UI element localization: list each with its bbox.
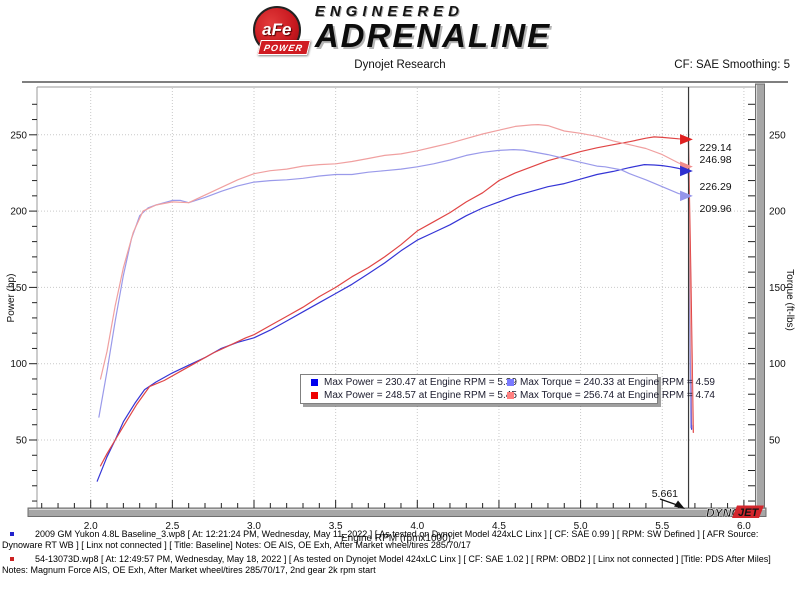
afe-logo-badge: aFe POWER bbox=[249, 4, 311, 56]
x-tick-label: 4.5 bbox=[492, 521, 506, 532]
run-bullet-icon bbox=[10, 557, 14, 561]
run-info-entry: 2009 GM Yukon 4.8L Baseline_3.wp8 [ At: … bbox=[0, 528, 800, 553]
run-bullet-icon bbox=[10, 532, 14, 536]
cursor-marker-power_modified bbox=[680, 134, 693, 145]
legend-item-power_baseline: Max Power = 230.47 at Engine RPM = 5.39 bbox=[311, 376, 517, 389]
x-tick-label: 4.0 bbox=[410, 521, 424, 532]
y-tick-label-left: 100 bbox=[10, 359, 27, 370]
left-axis-title: Power (hp) bbox=[6, 274, 17, 323]
x-tick-label: 6.0 bbox=[737, 521, 751, 532]
legend-swatch-icon bbox=[507, 379, 514, 386]
logo-adrenaline-text: ADRENALINE bbox=[314, 17, 552, 54]
legend-item-power_modified: Max Power = 248.57 at Engine RPM = 5.45 bbox=[311, 389, 517, 402]
smoothing-setting: CF: SAE Smoothing: 5 bbox=[674, 59, 790, 71]
legend-label: Max Torque = 240.33 at Engine RPM = 4.59 bbox=[520, 377, 715, 388]
y-tick-label-left: 200 bbox=[10, 207, 27, 218]
y-tick-label-left: 250 bbox=[10, 130, 27, 141]
logo-engineered-text: ENGINEERED bbox=[314, 3, 465, 20]
y-tick-label-left: 50 bbox=[16, 436, 28, 447]
x-tick-label: 3.5 bbox=[329, 521, 343, 532]
legend-item-torque_baseline: Max Torque = 240.33 at Engine RPM = 4.59 bbox=[507, 376, 715, 389]
cursor-position-label: 5.661 bbox=[652, 488, 678, 500]
x-tick-label: 5.0 bbox=[574, 521, 588, 532]
curve-power_baseline bbox=[96, 164, 693, 482]
cursor-readout-torque_baseline: 209.96 bbox=[700, 203, 732, 215]
curve-torque_modified bbox=[99, 123, 694, 426]
y-tick-label-right: 50 bbox=[769, 436, 781, 447]
y-tick-label-right: 100 bbox=[769, 359, 786, 370]
curve-power_modified bbox=[99, 136, 694, 467]
cursor-readout-power_modified: 246.98 bbox=[700, 154, 732, 166]
legend-label: Max Torque = 256.74 at Engine RPM = 4.74 bbox=[520, 390, 715, 401]
run-info-footer: 2009 GM Yukon 4.8L Baseline_3.wp8 [ At: … bbox=[0, 528, 800, 578]
chart-legend: Max Power = 230.47 at Engine RPM = 5.39 M… bbox=[300, 374, 715, 404]
logo-wordmark: ENGINEERED ADRENALINE bbox=[315, 4, 551, 52]
dynojet-watermark-jet-text: JET bbox=[738, 507, 759, 519]
chart-header-row: Dynojet Research CF: SAE Smoothing: 5 bbox=[0, 59, 800, 75]
afe-logo: aFe POWER ENGINEERED ADRENALINE bbox=[0, 4, 800, 56]
run-info-text: 54-13073D.wp8 [ At: 12:49:57 PM, Wednesd… bbox=[2, 554, 771, 575]
legend-swatch-icon bbox=[311, 379, 318, 386]
y-tick-label-right: 200 bbox=[769, 207, 786, 218]
run-info-text: 2009 GM Yukon 4.8L Baseline_3.wp8 [ At: … bbox=[2, 529, 759, 550]
cursor-readout-power_baseline: 226.29 bbox=[700, 181, 732, 193]
legend-swatch-icon bbox=[507, 392, 514, 399]
cursor-marker-power_baseline bbox=[680, 165, 693, 177]
legend-item-torque_modified: Max Torque = 256.74 at Engine RPM = 4.74 bbox=[507, 389, 715, 402]
bottom-axis-bar bbox=[27, 507, 767, 517]
dyno-software-title: Dynojet Research bbox=[354, 59, 446, 71]
run-info-entry: 54-13073D.wp8 [ At: 12:49:57 PM, Wednesd… bbox=[0, 553, 800, 578]
y-tick-label-left: 150 bbox=[10, 283, 27, 294]
cursor-readout-torque_modified: 229.14 bbox=[700, 142, 732, 154]
y-tick-label-right: 250 bbox=[769, 130, 786, 141]
right-axis-title: Torque (ft-lbs) bbox=[784, 269, 795, 331]
x-tick-label: 2.0 bbox=[84, 521, 98, 532]
x-tick-label: 2.5 bbox=[165, 521, 179, 532]
y-tick-label-right: 150 bbox=[769, 283, 786, 294]
legend-label: Max Power = 248.57 at Engine RPM = 5.45 bbox=[324, 390, 517, 401]
x-tick-label: 5.5 bbox=[655, 521, 669, 532]
legend-swatch-icon bbox=[311, 392, 318, 399]
cursor-marker-torque_baseline bbox=[680, 190, 693, 202]
x-tick-label: 3.0 bbox=[247, 521, 261, 532]
legend-label: Max Power = 230.47 at Engine RPM = 5.39 bbox=[324, 377, 517, 388]
cursor-annotation-arrowhead-icon bbox=[674, 500, 685, 509]
curve-torque_baseline bbox=[98, 149, 692, 429]
x-axis-title: Engine RPM (rpmx1000) bbox=[341, 533, 451, 544]
afe-logo-circle-text: aFe bbox=[262, 20, 292, 39]
dynojet-watermark-flag-icon bbox=[732, 505, 764, 518]
